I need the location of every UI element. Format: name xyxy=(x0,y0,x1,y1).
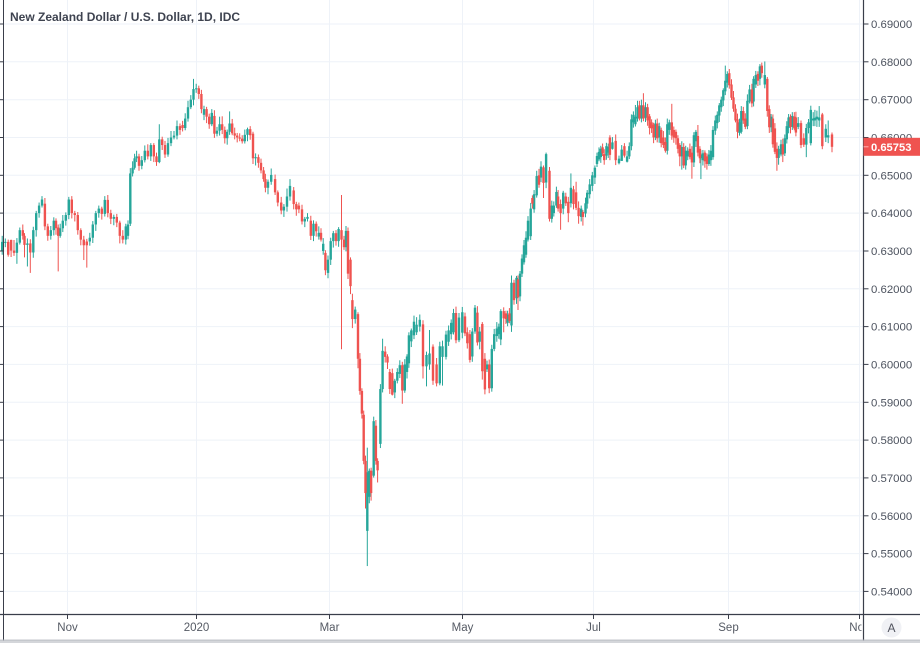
svg-text:0.59000: 0.59000 xyxy=(871,397,912,409)
svg-text:0.55000: 0.55000 xyxy=(871,549,912,561)
svg-text:Mar: Mar xyxy=(320,622,340,634)
svg-text:0.57000: 0.57000 xyxy=(871,473,912,485)
svg-text:0.65000: 0.65000 xyxy=(871,170,912,182)
svg-text:Nov: Nov xyxy=(57,622,78,634)
svg-text:0.62000: 0.62000 xyxy=(871,284,912,296)
svg-text:0.68000: 0.68000 xyxy=(871,57,912,69)
svg-text:0.69000: 0.69000 xyxy=(871,19,912,31)
svg-text:0.61000: 0.61000 xyxy=(871,322,912,334)
svg-text:0.60000: 0.60000 xyxy=(871,359,912,371)
svg-text:0.58000: 0.58000 xyxy=(871,435,912,447)
svg-text:New Zealand Dollar / U.S. Doll: New Zealand Dollar / U.S. Dollar, 1D, ID… xyxy=(10,10,240,24)
svg-text:0.54000: 0.54000 xyxy=(871,586,912,598)
svg-text:2020: 2020 xyxy=(184,622,210,634)
svg-text:0.56000: 0.56000 xyxy=(871,511,912,523)
svg-text:0.64000: 0.64000 xyxy=(871,208,912,220)
svg-text:Sep: Sep xyxy=(718,622,738,634)
svg-text:May: May xyxy=(452,622,474,634)
svg-text:Jul: Jul xyxy=(586,622,601,634)
svg-text:0.63000: 0.63000 xyxy=(871,246,912,258)
svg-text:0.67000: 0.67000 xyxy=(871,95,912,107)
svg-text:0.65753: 0.65753 xyxy=(871,142,911,154)
svg-text:A: A xyxy=(887,621,895,635)
